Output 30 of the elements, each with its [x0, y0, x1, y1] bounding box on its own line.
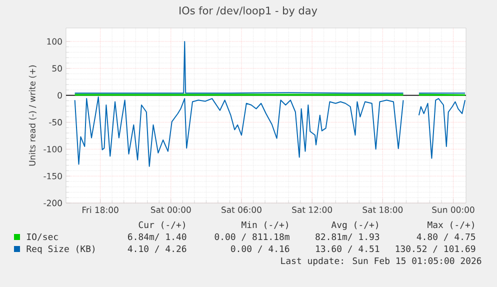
text: 4.10 / 4.26 — [128, 245, 186, 253]
text: Max (-/+) — [428, 221, 474, 230]
x-tick-label: Fri 18:00 — [82, 206, 118, 214]
y-tick-label: 0 — [58, 92, 62, 99]
x-tick-label: Sat 00:00 — [150, 206, 191, 213]
text: 82.81m/ 1.93 — [316, 233, 380, 241]
text: Avg (-/+) — [331, 221, 378, 230]
text: 0.00 / 4.16 — [231, 245, 290, 253]
x-tick-label: Sun 00:00 — [432, 206, 474, 213]
y-tick-label: 100 — [47, 38, 62, 45]
text: 0.00 / 811.18m — [214, 233, 290, 241]
text: Cur (-/+) — [138, 221, 185, 230]
y-tick-label: 50 — [52, 65, 62, 72]
text: 130.52 / 101.69 — [396, 245, 476, 253]
y-tick-label: -100 — [44, 146, 62, 152]
y-tick-label: -50 — [49, 119, 62, 126]
x-tick-label: Sat 18:00 — [362, 206, 403, 213]
x-tick-label: Sat 12:00 — [292, 206, 332, 213]
text: 6.84m/ 1.40 — [128, 233, 186, 241]
legend-label: IO/sec — [27, 233, 58, 241]
legend-label: Req Size (KB) — [26, 245, 95, 254]
text: Min (-/+) — [242, 221, 288, 230]
text: 13.60 / 4.51 — [316, 245, 380, 253]
text: 4.80 / 4.75 — [416, 233, 476, 241]
chart-title: IOs for /dev/loop1 - by day — [180, 6, 318, 16]
y-tick-label: -150 — [44, 172, 62, 180]
text: Last update: Sun Feb 15 01:05:00 2026 — [281, 257, 482, 266]
y-axis-title: Units read (-) / write (+) — [28, 65, 36, 166]
y-tick-label: -200 — [44, 200, 62, 206]
x-tick-label: Sat 06:00 — [222, 206, 262, 213]
